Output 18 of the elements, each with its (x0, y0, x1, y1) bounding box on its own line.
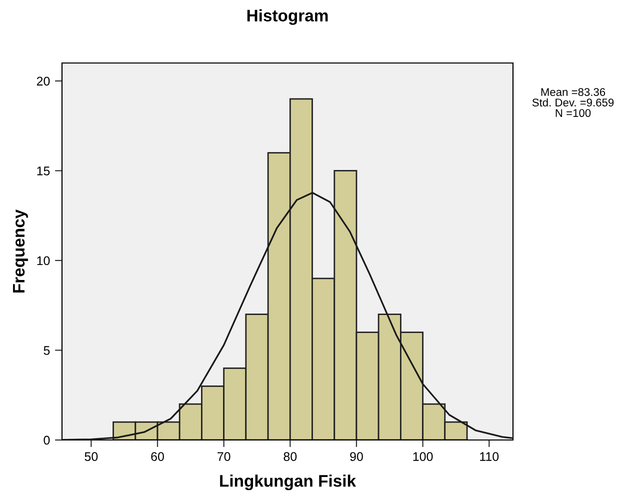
y-axis-title: Frequency (13, 209, 28, 293)
x-axis-title: Lingkungan Fisik (220, 474, 356, 490)
y-tick-label: 5 (44, 346, 50, 355)
text: N =100 (556, 109, 591, 117)
text: Mean =83.36 (541, 88, 606, 96)
x-tick-label: 90 (350, 452, 363, 461)
text: Std. Dev. =9.659 (532, 98, 614, 106)
y-tick-label: 10 (37, 256, 50, 266)
x-tick-label: 60 (151, 452, 164, 461)
y-tick-label: 20 (36, 76, 50, 86)
x-tick-label: 100 (413, 452, 433, 461)
x-tick-label: 70 (218, 452, 230, 461)
y-tick-label: 0 (44, 436, 50, 445)
y-tick-label: 15 (37, 166, 50, 176)
x-tick-label: 110 (480, 452, 499, 461)
chart-title: Histogram (247, 9, 328, 25)
x-tick-label: 50 (84, 452, 98, 461)
x-tick-label: 80 (284, 452, 297, 461)
